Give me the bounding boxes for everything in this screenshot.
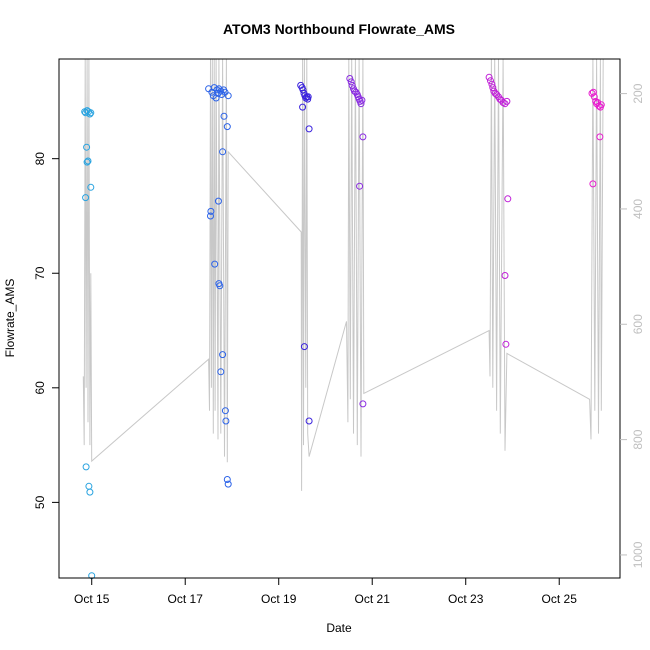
x-tick-label: Oct 25: [542, 592, 578, 606]
data-point: [217, 368, 225, 376]
data-point: [348, 81, 356, 89]
data-point: [215, 85, 223, 93]
data-point: [488, 80, 496, 88]
right-y-tick-label: 1000: [631, 541, 645, 568]
data-point: [597, 101, 605, 109]
y-tick-label: 70: [33, 266, 47, 280]
data-point: [87, 183, 95, 191]
data-point: [504, 195, 512, 203]
data-point: [87, 109, 95, 117]
right-y-tick-label: 400: [631, 199, 645, 219]
data-point: [224, 92, 232, 100]
chart-title: ATOM3 Northbound Flowrate_AMS: [223, 21, 455, 37]
x-axis-label: Date: [326, 621, 352, 635]
data-point: [219, 148, 227, 156]
data-point: [358, 96, 366, 104]
y-tick-label: 60: [33, 381, 47, 395]
data-point: [589, 180, 597, 188]
data-point: [86, 488, 94, 496]
y-axis-label: Flowrate_AMS: [3, 279, 17, 358]
data-point: [589, 88, 597, 96]
data-point: [596, 133, 604, 141]
data-point: [502, 340, 510, 348]
data-point: [83, 158, 91, 166]
data-point: [501, 100, 509, 108]
data-point: [304, 93, 312, 101]
data-point: [503, 97, 511, 105]
right-y-tick-label: 200: [631, 83, 645, 103]
data-point: [487, 77, 494, 85]
data-point: [223, 476, 231, 483]
data-point: [85, 482, 93, 490]
data-point: [223, 123, 231, 131]
data-point: [216, 282, 224, 290]
data-point: [489, 84, 497, 92]
data-point: [207, 212, 214, 220]
data-point: [84, 157, 92, 165]
data-point: [485, 73, 493, 81]
data-point: [499, 99, 507, 106]
data-point: [305, 417, 313, 425]
x-tick-label: Oct 21: [355, 592, 391, 606]
data-point: [207, 207, 215, 215]
data-point: [357, 100, 365, 108]
plot-area: Oct 15 Oct 17 Oct 19 Oct 21 Oct 23 Oct 25 50 60…: [33, 58, 645, 606]
data-point: [86, 110, 94, 118]
data-point: [501, 272, 509, 279]
x-tick-label: Oct 19: [261, 592, 297, 606]
data-point: [82, 194, 90, 202]
x-tick-label: Oct 23: [448, 592, 484, 606]
x-tick-label: Oct 17: [168, 592, 204, 606]
data-point: [214, 89, 222, 97]
data-point: [219, 351, 227, 359]
right-y-tick-label: 600: [631, 314, 645, 334]
data-point: [211, 260, 219, 268]
data-point: [214, 197, 222, 205]
data-point: [300, 343, 308, 351]
data-point: [359, 400, 367, 408]
data-point: [224, 480, 232, 488]
right-y-tick-label: 800: [631, 429, 645, 449]
data-point: [299, 103, 307, 111]
y-tick-label: 50: [33, 495, 47, 509]
data-point: [221, 407, 229, 415]
data-point: [493, 91, 501, 98]
data-point: [83, 143, 91, 151]
data-point: [82, 463, 90, 471]
data-point: [590, 93, 598, 101]
data-point: [305, 125, 313, 133]
data-point: [356, 182, 364, 190]
data-point: [220, 112, 228, 120]
x-tick-label: Oct 15: [74, 592, 110, 606]
plot-frame: [58, 58, 621, 579]
grey-line-series: [82, 58, 604, 491]
data-point: [359, 133, 367, 141]
data-point: [212, 94, 220, 102]
y-tick-label: 80: [33, 152, 47, 166]
data-point: [347, 78, 355, 86]
data-point: [222, 417, 230, 425]
data-point: [346, 75, 354, 82]
